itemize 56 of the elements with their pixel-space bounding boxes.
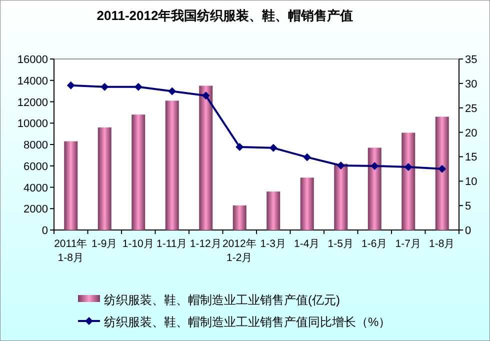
- y2-tick-label: 10: [465, 176, 478, 188]
- bar: [232, 205, 246, 230]
- bar: [266, 192, 280, 230]
- x-tick-label: 1-10月: [122, 238, 154, 250]
- y2-tick-label: 0: [465, 225, 472, 237]
- y-tick-label: 2000: [24, 204, 48, 216]
- bar: [165, 100, 179, 230]
- point: [100, 82, 109, 91]
- y2-tick-label: 20: [465, 127, 478, 140]
- y2-tick-label: 35: [465, 54, 478, 66]
- y-tick-label: 6000: [24, 160, 48, 173]
- y2-tick-label: 30: [465, 78, 478, 90]
- y-tick-label: 4000: [24, 182, 48, 194]
- x-tick-label: 1-3月: [260, 238, 286, 250]
- x-tick-label: 2012年 1-2月: [222, 238, 257, 264]
- legend-label: 纺织服装、鞋、帽制造业工业销售产值同比增长（%）: [104, 315, 391, 329]
- y-tick-label: 0: [42, 225, 48, 237]
- point: [202, 92, 210, 100]
- x-tick-label: 1-5月: [328, 238, 354, 250]
- bar: [132, 114, 146, 230]
- y-tick-label: 12000: [17, 96, 48, 109]
- point: [438, 164, 446, 173]
- legend-label: 纺织服装、鞋、帽制造业工业销售产值(亿元): [104, 293, 340, 307]
- bar: [199, 86, 213, 230]
- bar: [64, 141, 78, 230]
- x-tick-label: 1-12月: [190, 238, 222, 250]
- x-tick-label: 1-9月: [92, 238, 118, 250]
- y-tick-label: 10000: [17, 118, 48, 130]
- y2-tick-label: 15: [465, 152, 478, 164]
- x-tick-label: 1-11月: [156, 238, 188, 250]
- x-tick-label: 1-4月: [294, 238, 320, 250]
- point: [303, 153, 312, 162]
- x-tick-label: 1-7月: [395, 238, 422, 250]
- x-tick-label: 1-6月: [362, 238, 388, 250]
- bar: [368, 148, 382, 230]
- point: [404, 162, 412, 171]
- bar: [435, 116, 449, 230]
- y2-tick-label: 25: [465, 102, 478, 115]
- bar: [98, 127, 112, 230]
- point: [236, 142, 244, 151]
- point: [370, 162, 379, 170]
- point: [336, 162, 345, 170]
- x-tick-label: 1-8月: [429, 238, 456, 250]
- point: [66, 81, 75, 90]
- bar: [334, 164, 348, 230]
- y-tick-label: 8000: [24, 140, 48, 152]
- bar: [402, 132, 416, 230]
- bar: [300, 178, 314, 230]
- chart-title: 2011-2012年我国纺织服装、鞋、帽销售产值: [96, 8, 354, 23]
- point: [269, 144, 278, 152]
- point: [134, 82, 142, 91]
- y-tick-label: 16000: [17, 54, 48, 66]
- x-tick-label: 2011年 1-8月: [54, 238, 88, 264]
- point: [168, 87, 176, 96]
- y2-tick-label: 5: [465, 200, 472, 213]
- y-tick-label: 14000: [17, 75, 48, 88]
